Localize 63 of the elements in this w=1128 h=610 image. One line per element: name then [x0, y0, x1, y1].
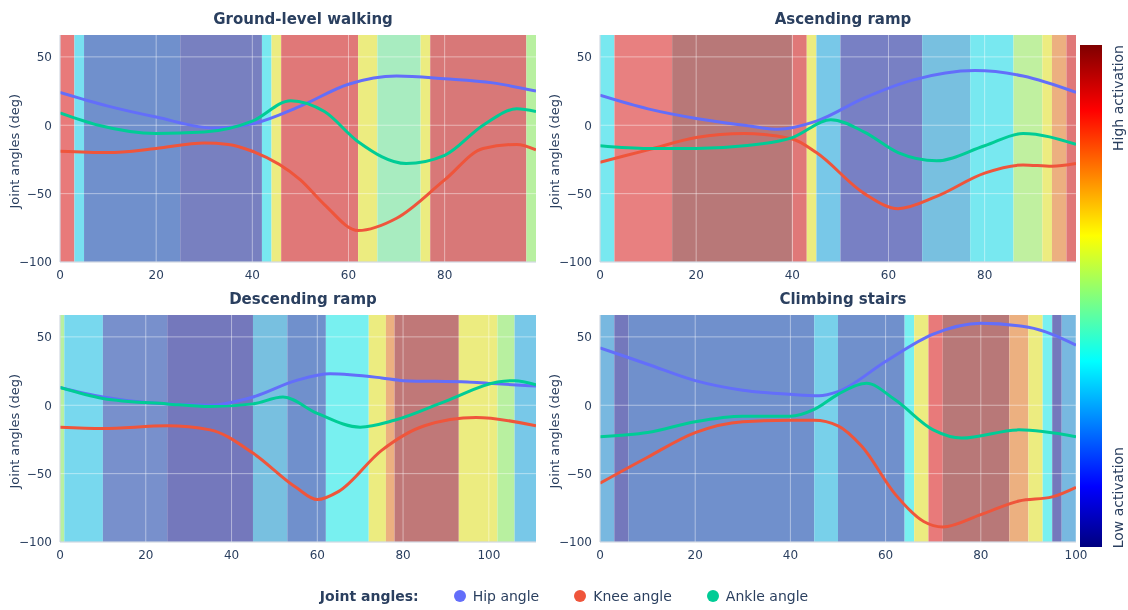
y-tick-label: −50: [566, 466, 592, 481]
y-tick-label: 0: [584, 398, 592, 413]
y-axis-title: Joint angles (deg): [546, 94, 562, 210]
x-tick-label: 20: [138, 547, 154, 562]
chart-title: Descending ramp: [228, 289, 378, 310]
x-tick-label: 80: [395, 547, 411, 562]
x-tick-label: 100: [477, 547, 501, 562]
x-tick-label: 60: [880, 267, 897, 282]
x-tick-label: 60: [877, 547, 894, 562]
x-tick-label: 60: [309, 547, 325, 562]
y-tick-label: 0: [44, 118, 52, 133]
x-tick-label: 0: [596, 547, 604, 562]
x-tick-label: 100: [1064, 547, 1088, 562]
legend-label: Ankle angle: [724, 588, 809, 604]
line-series: [60, 74, 536, 130]
y-tick-label: 50: [36, 330, 52, 345]
x-tick-label: 60: [340, 267, 357, 282]
line-series: [600, 69, 1076, 131]
line-series: [600, 118, 1076, 163]
chart-title: Ascending ramp: [773, 9, 913, 30]
y-tick-label: 0: [584, 118, 592, 133]
line-series: [60, 416, 536, 502]
chart-title: Climbing stairs: [778, 289, 908, 310]
x-tick-label: 40: [782, 547, 799, 562]
y-tick-label: 50: [576, 50, 592, 65]
y-tick-label: 50: [576, 330, 592, 345]
chart-title: Ground-level walking: [212, 9, 394, 30]
y-tick-label: −100: [19, 255, 52, 270]
legend-label: Hip angle: [471, 588, 540, 604]
legend-label: Knee angle: [592, 588, 672, 604]
line-series: [600, 321, 1076, 398]
text: Low activation: [1110, 446, 1126, 548]
line-series: [60, 141, 536, 233]
y-axis-title: Joint angles (deg): [546, 374, 562, 490]
line-series: [60, 99, 536, 166]
line-series: [600, 381, 1076, 440]
y-tick-label: −50: [566, 186, 592, 201]
x-tick-label: 80: [977, 267, 993, 282]
x-tick-label: 20: [688, 267, 704, 282]
line-series: [600, 131, 1076, 211]
x-tick-label: 0: [56, 267, 64, 282]
y-tick-label: −100: [559, 535, 592, 550]
text: High activation: [1110, 45, 1126, 151]
y-tick-label: −50: [26, 466, 52, 481]
x-tick-label: 80: [973, 547, 989, 562]
x-tick-label: 80: [437, 267, 453, 282]
y-axis-title: Joint angles (deg): [6, 374, 22, 490]
y-tick-label: 0: [44, 398, 52, 413]
x-tick-label: 40: [244, 267, 260, 282]
y-tick-label: −100: [559, 255, 592, 270]
x-tick-label: 20: [687, 547, 703, 562]
line-series: [600, 418, 1076, 529]
y-tick-label: 50: [36, 50, 52, 65]
x-tick-label: 0: [596, 267, 604, 282]
legend-title: Joint angles:: [319, 588, 419, 604]
x-tick-label: 0: [56, 547, 64, 562]
line-series: [60, 379, 536, 429]
x-tick-label: 40: [223, 547, 240, 562]
y-tick-label: −100: [19, 535, 52, 550]
x-tick-label: 20: [148, 267, 164, 282]
y-axis-title: Joint angles (deg): [6, 94, 22, 210]
x-tick-label: 40: [784, 267, 800, 282]
y-tick-label: −50: [26, 186, 52, 201]
